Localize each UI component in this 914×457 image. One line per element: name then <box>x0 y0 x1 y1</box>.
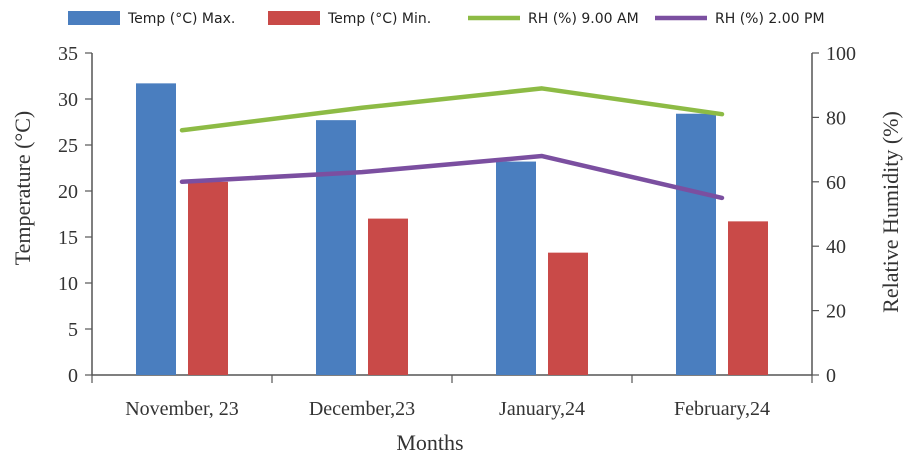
x-axis-title: Months <box>396 430 463 455</box>
legend-label: RH (%) 2.00 PM <box>715 11 825 27</box>
bar <box>316 120 356 375</box>
x-tick-label: December,23 <box>309 398 415 420</box>
y-tick-label-right: 60 <box>826 172 846 194</box>
y-tick-label-right: 100 <box>826 43 856 65</box>
legend-label: Temp (°C) Max. <box>127 11 235 27</box>
legend-label: RH (%) 9.00 AM <box>528 11 639 27</box>
legend: Temp (°C) Max. Temp (°C) Min. RH (%) 9.00 … <box>68 11 825 27</box>
bar <box>136 83 176 375</box>
bar <box>728 221 768 375</box>
y-axis-title-right: Relative Humidity (%) <box>878 111 903 313</box>
bar <box>188 182 228 375</box>
bar <box>548 253 588 375</box>
x-tick-label: February,24 <box>674 398 770 420</box>
bars <box>136 83 768 375</box>
y-tick-label-left: 0 <box>68 365 78 387</box>
x-tick-label: January,24 <box>499 398 585 420</box>
y-tick-label-left: 5 <box>68 319 78 341</box>
x-tick-label: November, 23 <box>125 398 239 420</box>
y-tick-label-left: 20 <box>58 181 78 203</box>
y-tick-label-left: 30 <box>58 89 78 111</box>
bar <box>496 162 536 375</box>
y-tick-label-left: 10 <box>58 273 78 295</box>
series-line <box>182 88 722 130</box>
y-axis-title-left: Temperature (°C) <box>10 111 35 265</box>
y-tick-label-right: 20 <box>826 301 846 323</box>
y-tick-label-left: 25 <box>58 135 78 157</box>
y-tick-label-right: 40 <box>826 236 846 258</box>
y-tick-label-right: 0 <box>826 365 836 387</box>
bar <box>368 219 408 375</box>
y-tick-label-left: 35 <box>58 43 78 65</box>
legend-swatch <box>268 11 320 25</box>
legend-label: Temp (°C) Min. <box>327 11 431 27</box>
y-tick-label-left: 15 <box>58 227 78 249</box>
lines <box>182 88 722 197</box>
bar <box>676 114 716 375</box>
legend-swatch <box>68 11 120 25</box>
series-line <box>182 156 722 198</box>
y-tick-label-right: 80 <box>826 107 846 129</box>
